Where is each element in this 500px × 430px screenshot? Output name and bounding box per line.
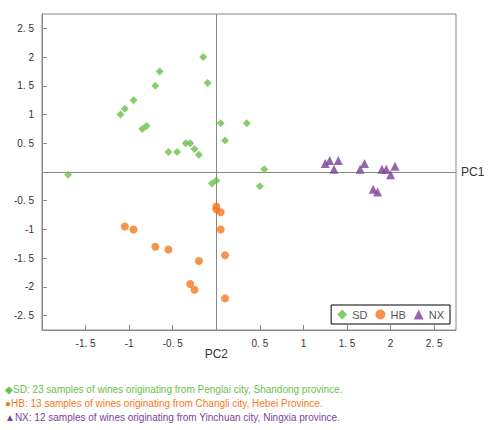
svg-text:2. 5: 2. 5	[17, 23, 34, 34]
svg-text:PC2: PC2	[205, 347, 229, 361]
svg-text:PC1: PC1	[461, 165, 485, 179]
svg-text:SD: SD	[352, 309, 367, 321]
svg-text:0. 5: 0. 5	[17, 138, 34, 149]
svg-text:-1. 5: -1. 5	[14, 253, 34, 264]
svg-text:0. 5: 0. 5	[252, 338, 269, 349]
svg-text:-1: -1	[25, 224, 34, 235]
svg-text:2: 2	[388, 338, 394, 349]
svg-text:▲NX: 12 samples of wines origi: ▲NX: 12 samples of wines originating fro…	[5, 412, 340, 423]
svg-text:1. 5: 1. 5	[17, 80, 34, 91]
svg-text:-2. 5: -2. 5	[14, 310, 34, 321]
svg-text:-0. 5: -0. 5	[163, 338, 183, 349]
svg-text:1: 1	[28, 109, 34, 120]
svg-text:◆SD: 23 samples of wines origi: ◆SD: 23 samples of wines originating fro…	[5, 384, 342, 395]
svg-text:2: 2	[28, 52, 34, 63]
svg-text:-1: -1	[125, 338, 134, 349]
svg-text:1. 5: 1. 5	[339, 338, 356, 349]
svg-text:●HB: 13 samples of wines origi: ●HB: 13 samples of wines originating fro…	[5, 398, 323, 409]
svg-text:-0. 5: -0. 5	[14, 195, 34, 206]
svg-text:-1. 5: -1. 5	[76, 338, 96, 349]
svg-text:-2: -2	[25, 281, 34, 292]
svg-text:2. 5: 2. 5	[426, 338, 443, 349]
svg-text:NX: NX	[429, 309, 445, 321]
svg-text:HB: HB	[390, 309, 405, 321]
svg-text:1: 1	[301, 338, 307, 349]
